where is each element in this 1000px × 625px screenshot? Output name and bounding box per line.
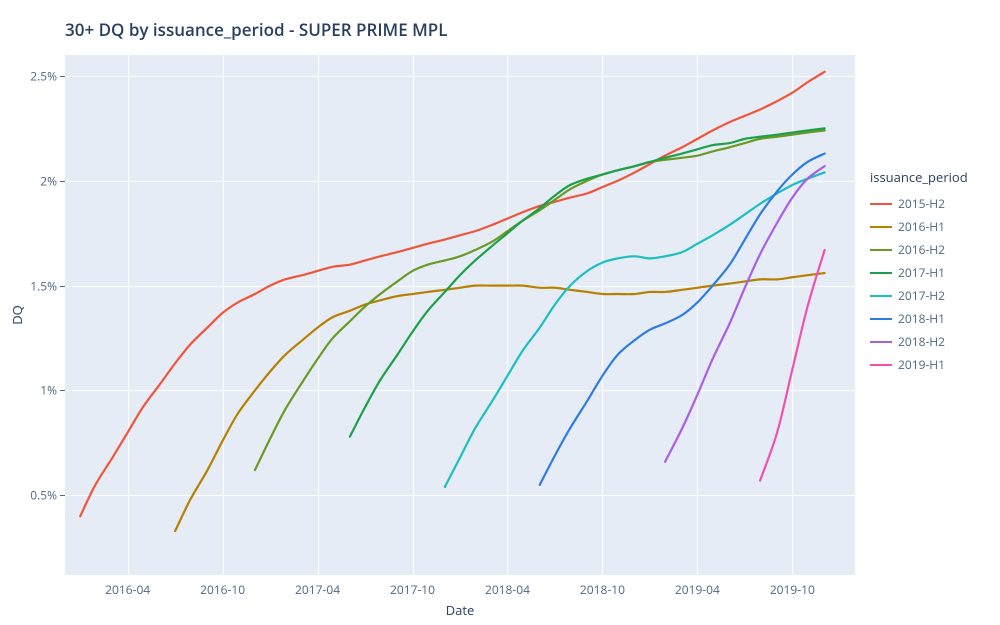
x-tick-label: 2019-10 [770,581,815,598]
y-tick-mark [60,286,65,287]
y-tick-mark [60,76,65,77]
legend-swatch [870,341,892,343]
series-line[interactable] [540,154,825,485]
legend-label: 2017-H2 [898,287,945,304]
series-line[interactable] [445,172,825,487]
legend-item[interactable]: 2015-H2 [870,192,968,215]
legend: issuance_period 2015-H2 2016-H1 2016-H2 2017… [870,168,968,376]
y-tick-label: 1.5% [30,277,57,294]
legend-swatch [870,203,892,205]
y-tick-label: 2.5% [30,67,57,84]
legend-swatch [870,226,892,228]
legend-label: 2018-H1 [898,310,945,327]
legend-item[interactable]: 2018-H1 [870,307,968,330]
y-tick-mark [60,495,65,496]
x-tick-label: 2018-10 [580,581,625,598]
legend-label: 2016-H1 [898,218,945,235]
y-tick-mark [60,181,65,182]
legend-label: 2019-H1 [898,356,945,373]
x-tick-label: 2016-10 [200,581,245,598]
x-tick-label: 2019-04 [675,581,720,598]
series-svg [65,55,855,575]
legend-swatch [870,272,892,274]
x-tick-label: 2016-04 [105,581,150,598]
series-line[interactable] [350,128,825,436]
legend-item[interactable]: 2017-H1 [870,261,968,284]
legend-label: 2016-H2 [898,241,945,258]
y-tick-label: 1% [40,382,57,399]
series-line[interactable] [80,72,824,517]
x-tick-label: 2018-04 [485,581,530,598]
legend-title: issuance_period [870,168,968,186]
x-tick-label: 2017-04 [295,581,340,598]
series-line[interactable] [175,273,824,531]
y-tick-label: 0.5% [30,487,57,504]
plot-area [65,55,855,575]
legend-swatch [870,249,892,251]
y-tick-mark [60,390,65,391]
legend-label: 2015-H2 [898,195,945,212]
chart-title: 30+ DQ by issuance_period - SUPER PRIME … [65,18,447,41]
legend-swatch [870,295,892,297]
legend-label: 2017-H1 [898,264,945,281]
legend-item[interactable]: 2017-H2 [870,284,968,307]
legend-label: 2018-H2 [898,333,945,350]
x-axis-label: Date [446,601,475,619]
legend-item[interactable]: 2018-H2 [870,330,968,353]
y-axis-label: DQ [8,305,26,325]
legend-swatch [870,318,892,320]
chart-container: 30+ DQ by issuance_period - SUPER PRIME … [0,0,1000,625]
x-tick-label: 2017-10 [390,581,435,598]
legend-item[interactable]: 2016-H1 [870,215,968,238]
series-line[interactable] [665,166,825,462]
series-line[interactable] [760,250,825,481]
legend-item[interactable]: 2019-H1 [870,353,968,376]
legend-swatch [870,364,892,366]
legend-item[interactable]: 2016-H2 [870,238,968,261]
y-tick-label: 2% [40,172,57,189]
